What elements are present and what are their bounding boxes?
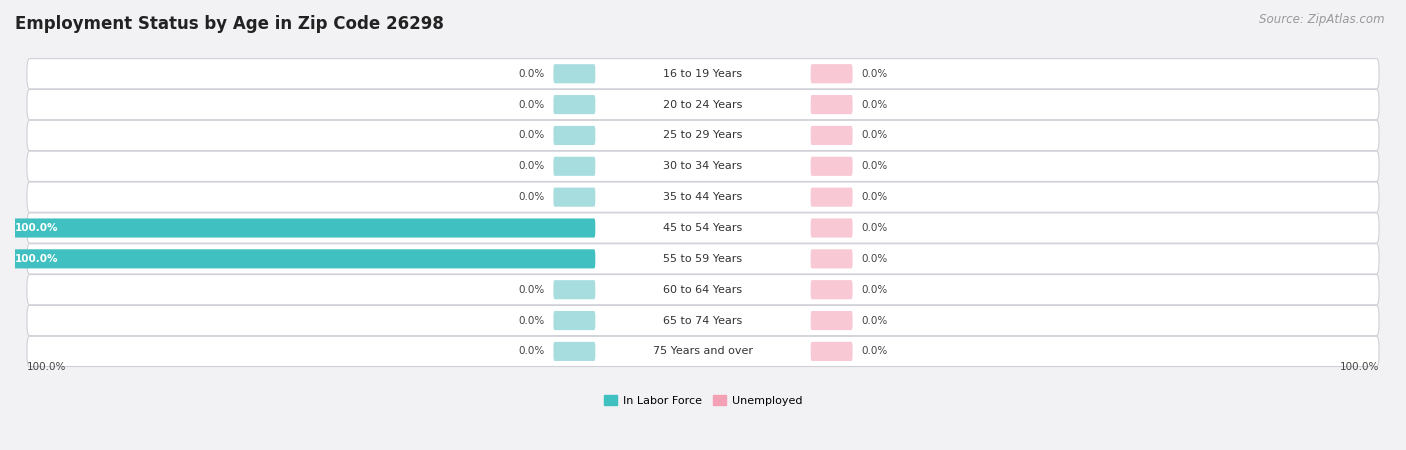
FancyBboxPatch shape	[554, 342, 595, 361]
FancyBboxPatch shape	[554, 280, 595, 299]
Text: 0.0%: 0.0%	[519, 285, 544, 295]
FancyBboxPatch shape	[554, 126, 595, 145]
FancyBboxPatch shape	[811, 64, 852, 83]
Text: 0.0%: 0.0%	[519, 315, 544, 325]
Text: 0.0%: 0.0%	[862, 130, 887, 140]
Text: 0.0%: 0.0%	[519, 69, 544, 79]
FancyBboxPatch shape	[811, 157, 852, 176]
FancyBboxPatch shape	[554, 188, 595, 207]
Text: 0.0%: 0.0%	[862, 315, 887, 325]
Text: 0.0%: 0.0%	[519, 346, 544, 356]
Text: 20 to 24 Years: 20 to 24 Years	[664, 99, 742, 110]
Text: 0.0%: 0.0%	[862, 99, 887, 110]
FancyBboxPatch shape	[27, 182, 1379, 212]
FancyBboxPatch shape	[27, 336, 1379, 367]
Text: 16 to 19 Years: 16 to 19 Years	[664, 69, 742, 79]
FancyBboxPatch shape	[554, 64, 595, 83]
Text: 35 to 44 Years: 35 to 44 Years	[664, 192, 742, 202]
FancyBboxPatch shape	[27, 90, 1379, 120]
FancyBboxPatch shape	[27, 58, 1379, 89]
Text: 30 to 34 Years: 30 to 34 Years	[664, 161, 742, 171]
Text: Source: ZipAtlas.com: Source: ZipAtlas.com	[1260, 14, 1385, 27]
Text: 100.0%: 100.0%	[1340, 362, 1379, 373]
Text: 0.0%: 0.0%	[862, 161, 887, 171]
Text: 0.0%: 0.0%	[519, 99, 544, 110]
FancyBboxPatch shape	[811, 126, 852, 145]
Text: 60 to 64 Years: 60 to 64 Years	[664, 285, 742, 295]
Text: 0.0%: 0.0%	[519, 130, 544, 140]
FancyBboxPatch shape	[811, 249, 852, 268]
Text: 0.0%: 0.0%	[862, 285, 887, 295]
FancyBboxPatch shape	[27, 213, 1379, 243]
Text: 55 to 59 Years: 55 to 59 Years	[664, 254, 742, 264]
Text: 0.0%: 0.0%	[519, 192, 544, 202]
FancyBboxPatch shape	[27, 306, 1379, 336]
FancyBboxPatch shape	[0, 218, 595, 238]
Text: 0.0%: 0.0%	[862, 69, 887, 79]
FancyBboxPatch shape	[554, 157, 595, 176]
FancyBboxPatch shape	[27, 151, 1379, 181]
Text: 0.0%: 0.0%	[862, 346, 887, 356]
Text: 45 to 54 Years: 45 to 54 Years	[664, 223, 742, 233]
FancyBboxPatch shape	[811, 95, 852, 114]
Text: 75 Years and over: 75 Years and over	[652, 346, 754, 356]
Text: 0.0%: 0.0%	[519, 161, 544, 171]
Text: 65 to 74 Years: 65 to 74 Years	[664, 315, 742, 325]
FancyBboxPatch shape	[811, 188, 852, 207]
FancyBboxPatch shape	[554, 311, 595, 330]
Text: 100.0%: 100.0%	[27, 362, 66, 373]
FancyBboxPatch shape	[811, 280, 852, 299]
FancyBboxPatch shape	[811, 218, 852, 238]
Text: 0.0%: 0.0%	[862, 223, 887, 233]
Text: 25 to 29 Years: 25 to 29 Years	[664, 130, 742, 140]
Text: 0.0%: 0.0%	[862, 254, 887, 264]
Text: Employment Status by Age in Zip Code 26298: Employment Status by Age in Zip Code 262…	[15, 15, 444, 33]
Text: 100.0%: 100.0%	[15, 223, 59, 233]
FancyBboxPatch shape	[27, 244, 1379, 274]
FancyBboxPatch shape	[0, 249, 595, 268]
FancyBboxPatch shape	[27, 120, 1379, 151]
Text: 100.0%: 100.0%	[15, 254, 59, 264]
Legend: In Labor Force, Unemployed: In Labor Force, Unemployed	[599, 391, 807, 410]
Text: 0.0%: 0.0%	[862, 192, 887, 202]
FancyBboxPatch shape	[811, 342, 852, 361]
FancyBboxPatch shape	[27, 274, 1379, 305]
FancyBboxPatch shape	[811, 311, 852, 330]
FancyBboxPatch shape	[554, 95, 595, 114]
